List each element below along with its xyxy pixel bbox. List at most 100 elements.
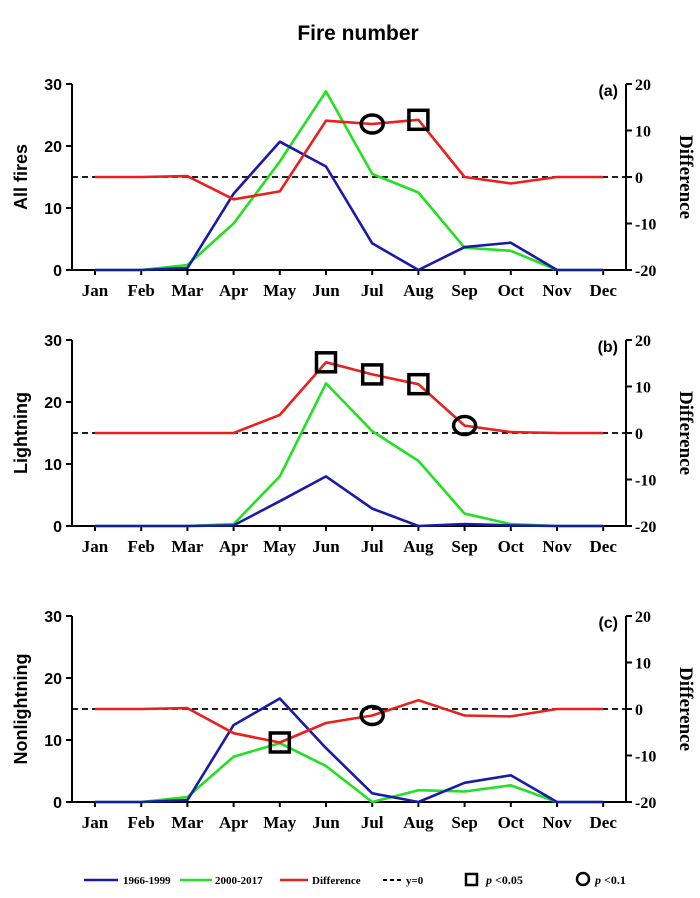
x-tick-label: Jan — [82, 813, 109, 832]
left-tick-label: 20 — [44, 395, 62, 412]
right-tick-label: -20 — [635, 795, 656, 812]
x-tick-label: Sep — [451, 813, 477, 832]
right-tick-label: -10 — [635, 217, 656, 234]
series-line-1966-1999 — [95, 697, 604, 804]
y-axis-label: Lightning — [11, 392, 31, 474]
series-line-1966-1999 — [95, 140, 604, 272]
x-tick-label: Oct — [498, 813, 525, 832]
legend-label-difference: Difference — [312, 875, 361, 887]
legend-circle-marker — [575, 871, 591, 887]
left-tick-label: 10 — [44, 201, 62, 218]
x-tick-label: Feb — [128, 537, 155, 556]
left-tick-label: 0 — [53, 519, 62, 536]
x-tick-label: Jan — [82, 281, 109, 300]
x-tick-label: Dec — [590, 813, 618, 832]
x-tick-label: Aug — [403, 281, 434, 300]
x-tick-label: Feb — [128, 813, 155, 832]
legend-label-zero: y=0 — [406, 875, 424, 887]
x-tick-label: Jul — [361, 537, 384, 556]
series-line-2000-2017 — [95, 741, 604, 804]
x-tick-label: Jan — [82, 537, 109, 556]
legend-label-2000-2017: 2000-2017 — [215, 875, 263, 887]
panel-label: (a) — [598, 83, 618, 100]
right-tick-label: -10 — [635, 473, 656, 490]
marker-circle — [359, 113, 385, 135]
x-tick-label: May — [263, 813, 297, 832]
series-line-2000-2017 — [95, 382, 604, 528]
right-tick-label: 0 — [635, 702, 643, 719]
x-tick-label: Apr — [219, 281, 249, 300]
y2-axis-label: Difference — [675, 667, 696, 751]
x-tick-label: Jul — [361, 813, 384, 832]
right-tick-label: -20 — [635, 519, 656, 536]
x-tick-label: Jun — [312, 537, 340, 556]
x-tick-label: Nov — [542, 537, 572, 556]
legend: 1966-1999 2000-2017 Difference y=0 p <0.… — [84, 871, 626, 887]
right-tick-label: 10 — [635, 124, 651, 141]
x-tick-label: Sep — [451, 281, 477, 300]
right-tick-label: -20 — [635, 263, 656, 280]
right-tick-label: 0 — [635, 426, 643, 443]
x-tick-label: Dec — [590, 537, 618, 556]
panel-c: 0 10 20 30 -20 -10 0 10 20 Jan Feb Mar Apr May Jun Jul A… — [11, 609, 696, 832]
figure-title: Fire number — [297, 22, 418, 45]
y-axis-label: All fires — [11, 144, 31, 210]
x-tick-label: Aug — [403, 537, 434, 556]
x-tick-label: Mar — [171, 813, 204, 832]
x-tick-label: Jun — [312, 281, 340, 300]
left-tick-label: 10 — [44, 457, 62, 474]
series-line-1966-1999 — [95, 475, 604, 528]
left-tick-label: 0 — [53, 795, 62, 812]
left-tick-label: 10 — [44, 733, 62, 750]
y2-axis-label: Difference — [675, 391, 696, 475]
panel-b: 0 10 20 30 -20 -10 0 10 20 Jan Feb Mar Apr May Jun Jul A… — [11, 333, 696, 556]
right-tick-label: 10 — [635, 380, 651, 397]
right-tick-label: 0 — [635, 170, 643, 187]
legend-label-1966-1999: 1966-1999 — [123, 875, 171, 887]
right-tick-label: -10 — [635, 749, 656, 766]
legend-square-marker — [464, 872, 479, 887]
x-tick-label: Feb — [128, 281, 155, 300]
series-line-difference — [95, 360, 604, 435]
x-tick-label: Aug — [403, 813, 434, 832]
x-tick-label: Apr — [219, 813, 249, 832]
left-tick-label: 20 — [44, 139, 62, 156]
marker-square — [268, 731, 292, 754]
y-axis-label: Nonlightning — [11, 654, 31, 765]
series-line-difference — [95, 118, 604, 201]
marker-square — [360, 363, 384, 386]
left-tick-label: 30 — [44, 333, 62, 350]
panel-a: 0 10 20 30 -20 -10 0 10 20 Jan Feb Mar Apr May Jun Jul A… — [11, 77, 696, 300]
x-tick-label: Oct — [498, 281, 525, 300]
x-tick-label: Mar — [171, 537, 204, 556]
x-tick-label: Mar — [171, 281, 204, 300]
x-tick-label: Nov — [542, 281, 572, 300]
x-tick-label: May — [263, 537, 297, 556]
x-tick-label: Jul — [361, 281, 384, 300]
series-line-difference — [95, 698, 604, 744]
x-tick-label: Dec — [590, 281, 618, 300]
x-tick-label: Oct — [498, 537, 525, 556]
marker-circle — [359, 704, 385, 727]
marker-square — [314, 351, 338, 374]
left-tick-label: 30 — [44, 77, 62, 94]
legend-label-p1: p <0.1 — [594, 873, 626, 887]
right-tick-label: 10 — [635, 656, 651, 673]
y2-axis-label: Difference — [675, 135, 696, 219]
x-tick-label: Jun — [312, 813, 340, 832]
legend-label-p05: p <0.05 — [485, 873, 523, 887]
left-tick-label: 30 — [44, 609, 62, 626]
marker-circle — [451, 414, 478, 437]
x-tick-label: Sep — [451, 537, 477, 556]
x-tick-label: Apr — [219, 537, 249, 556]
right-tick-label: 20 — [635, 333, 651, 350]
right-tick-label: 20 — [635, 77, 651, 94]
panels: 0 10 20 30 -20 -10 0 10 20 Jan Feb Mar Apr May Jun Jul A… — [11, 77, 696, 832]
panel-label: (c) — [598, 615, 618, 632]
left-tick-label: 20 — [44, 671, 62, 688]
marker-square — [407, 372, 430, 396]
marker-square — [407, 108, 430, 132]
x-tick-label: Nov — [542, 813, 572, 832]
panel-label: (b) — [598, 339, 618, 356]
